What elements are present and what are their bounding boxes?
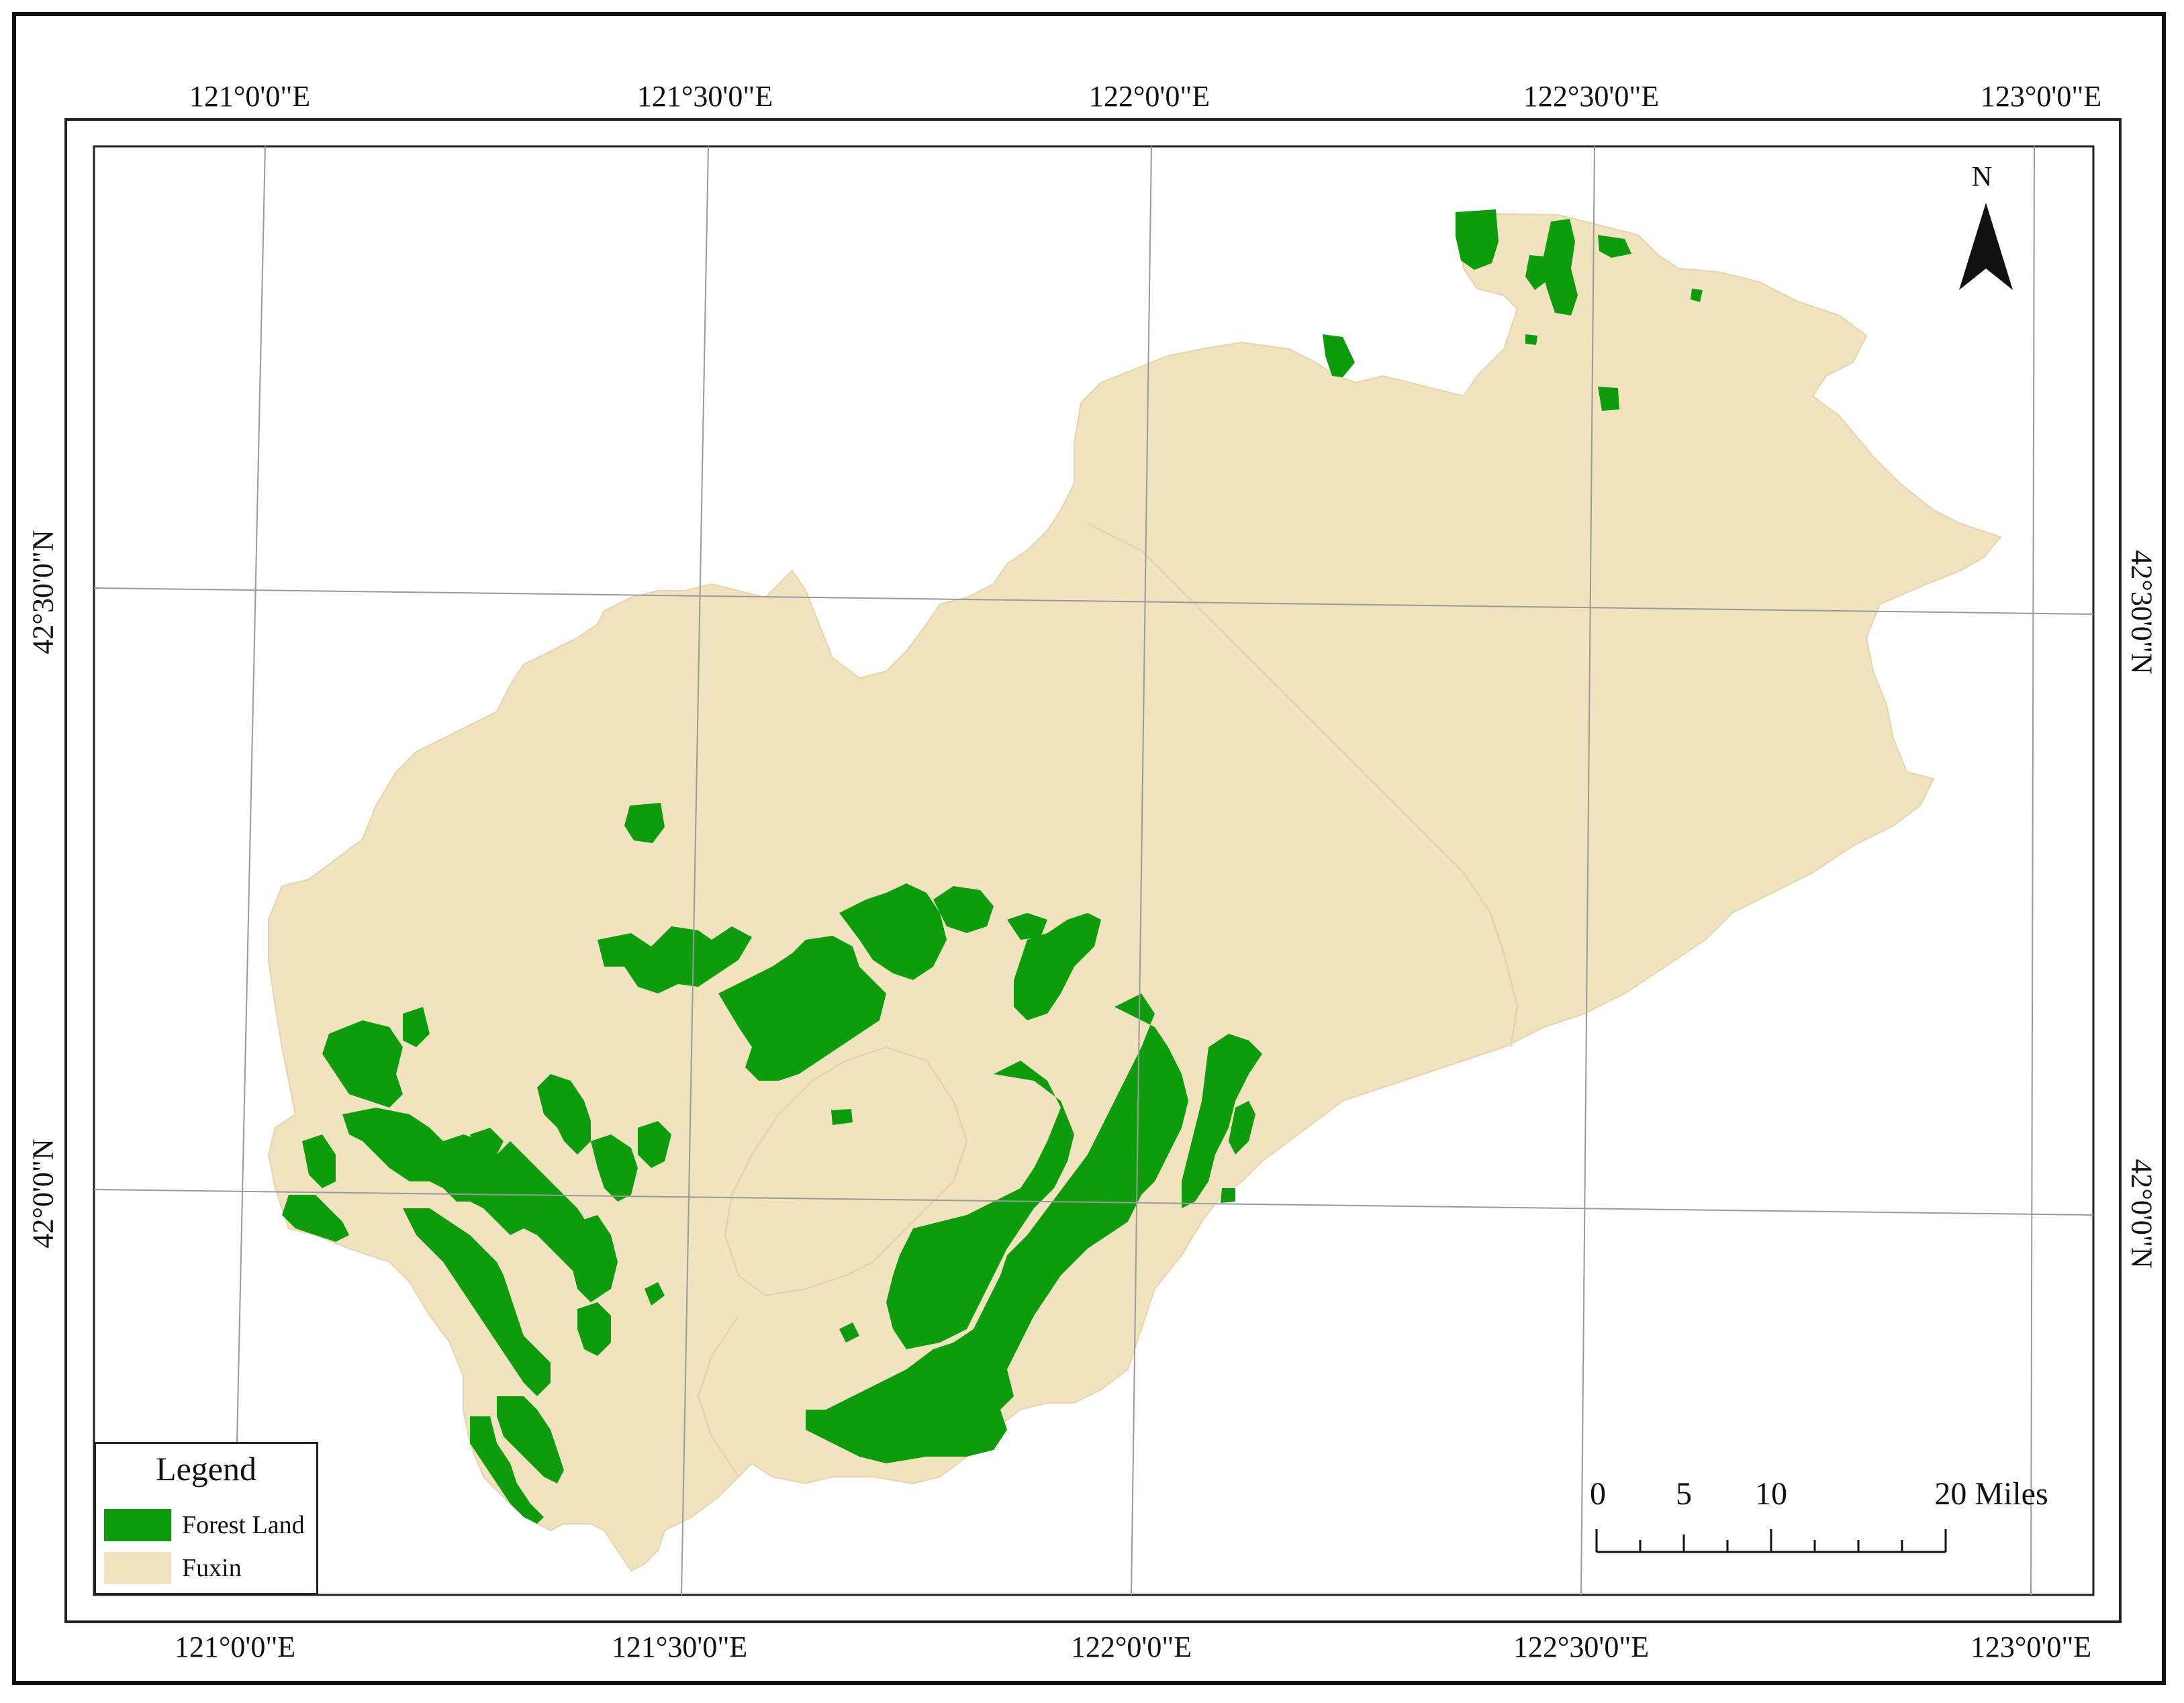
legend-swatch-forest: [104, 1509, 171, 1541]
legend-item-forest-land: Forest Land: [104, 1508, 305, 1542]
coord-left-42-30: 42°30'0"N: [26, 530, 60, 654]
coord-bottom-122-0: 122°0'0"E: [1070, 1631, 1192, 1663]
coord-top-122-30: 122°30'0"E: [1523, 80, 1660, 113]
fuxin-region: [267, 212, 2002, 1572]
coord-top-121-30: 121°30'0"E: [636, 80, 773, 113]
coord-right-42-30: 42°30'0"N: [2125, 550, 2158, 675]
legend-label-forest: Forest Land: [182, 1511, 305, 1539]
scale-label-10: 10: [1755, 1476, 1787, 1512]
coord-right-42-0: 42°0'0"N: [2125, 1159, 2158, 1269]
coord-top-122-0: 122°0'0"E: [1088, 80, 1210, 113]
forest-land-patches: [282, 209, 1703, 1524]
map-neatline-outer: [64, 118, 2122, 1623]
scale-label-0: 0: [1590, 1476, 1606, 1512]
coord-top-121-0: 121°0'0"E: [189, 80, 311, 113]
graticule: [93, 146, 2094, 1596]
coord-bottom-122-30: 122°30'0"E: [1513, 1631, 1650, 1663]
scale-label-5: 5: [1676, 1476, 1692, 1512]
outer-frame: [12, 12, 2166, 1685]
scale-bar: [1595, 1529, 1947, 1553]
legend-swatch-fuxin: [104, 1552, 171, 1584]
coord-bottom-123-0: 123°0'0"E: [1970, 1631, 2092, 1663]
legend-item-fuxin: Fuxin: [104, 1551, 242, 1585]
legend-title: Legend: [156, 1450, 256, 1488]
internal-boundaries: [697, 523, 1519, 1477]
coord-bottom-121-30: 121°30'0"E: [611, 1631, 748, 1663]
legend-label-fuxin: Fuxin: [182, 1554, 242, 1582]
legend: Legend Forest Land Fuxin: [94, 1442, 318, 1595]
coord-bottom-121-0: 121°0'0"E: [174, 1631, 296, 1663]
coord-left-42-0: 42°0'0"N: [26, 1138, 60, 1249]
coord-top-123-0: 123°0'0"E: [1980, 80, 2102, 113]
scale-label-20-miles: 20 Miles: [1934, 1476, 2048, 1512]
map-neatline-inner: [93, 145, 2095, 1596]
north-arrow-label: N: [1971, 162, 1993, 193]
north-arrow-icon: [1959, 203, 2013, 290]
